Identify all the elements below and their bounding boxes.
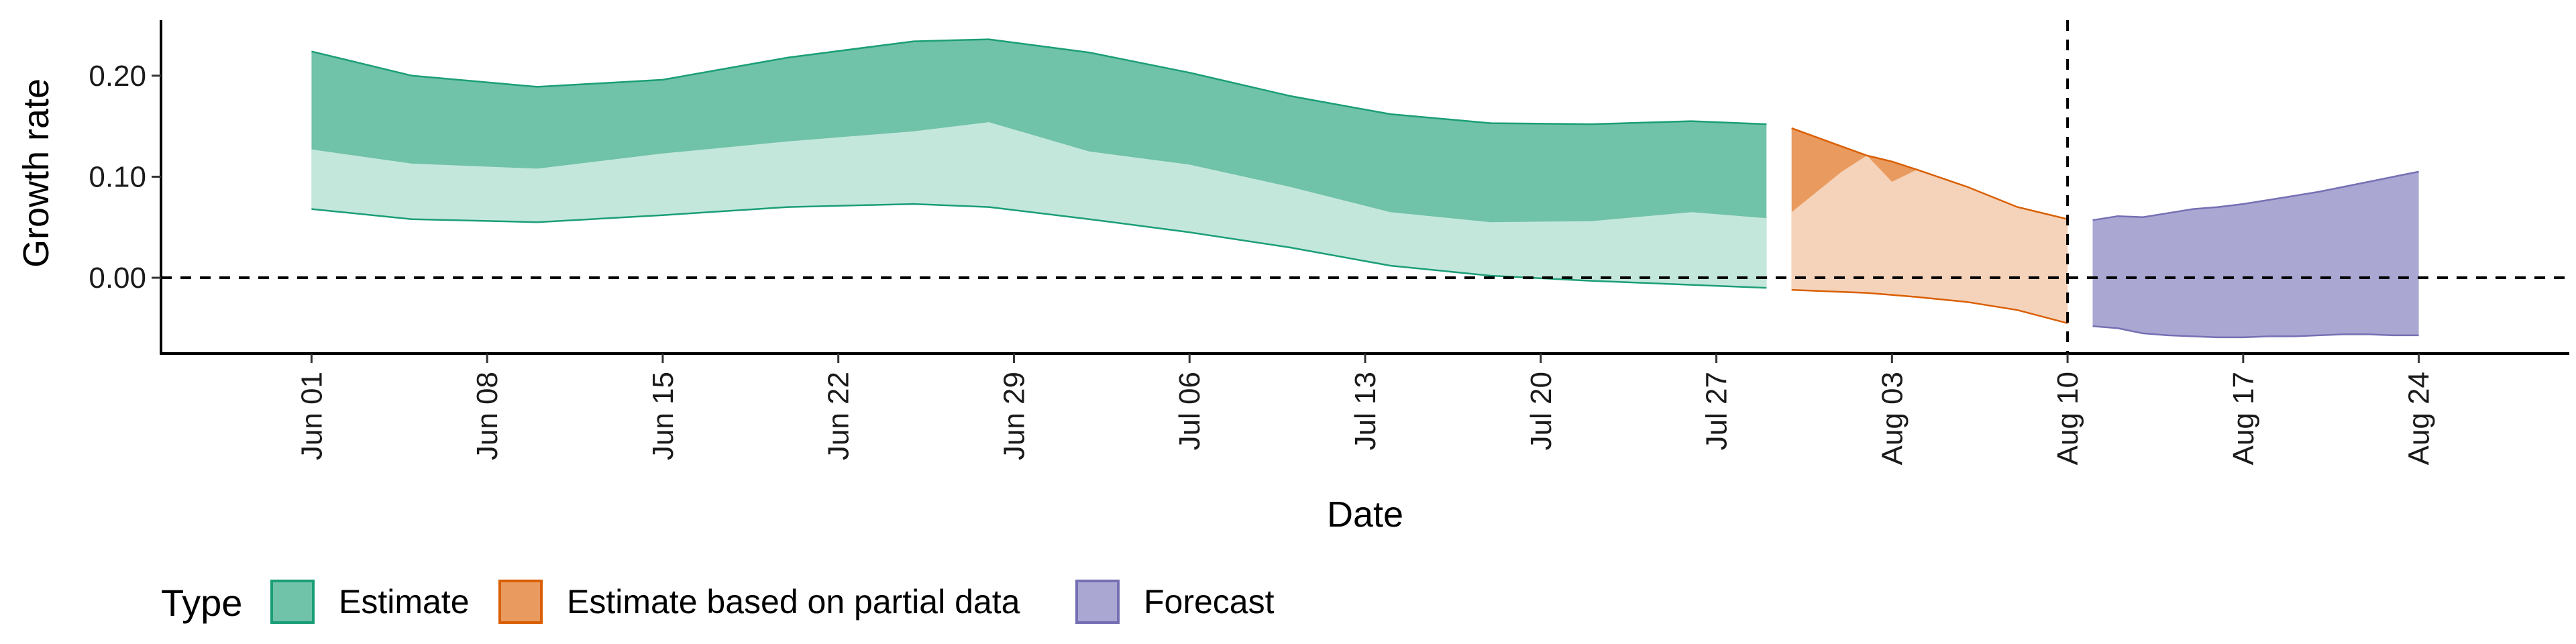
- inner-band-1: [1791, 155, 2068, 323]
- x-tick-label: Aug 03: [1876, 372, 1909, 465]
- x-tick-label: Jul 27: [1701, 372, 1733, 450]
- legend: Type Estimate Estimate based on partial d…: [161, 580, 1275, 624]
- legend-item-0: Estimate: [270, 580, 470, 624]
- x-tick-label: Jun 22: [822, 372, 855, 460]
- legend-label: Estimate based on partial data: [567, 583, 1020, 621]
- series-0: [311, 38, 1767, 289]
- x-axis-ticks: Jun 01 Jun 08 Jun 15 Jun 22 Jun 29 Jul 06 Jul …: [295, 354, 2436, 465]
- series-bands: [311, 38, 2419, 339]
- x-tick-label: Jun 01: [295, 372, 328, 460]
- legend-key: [498, 580, 543, 624]
- lower-edge-0: [311, 203, 1767, 289]
- inner-band-0: [311, 122, 1767, 288]
- legend-title: Type: [161, 582, 242, 624]
- series-2: [2092, 170, 2419, 339]
- x-tick-label: Jun 29: [998, 372, 1031, 460]
- y-axis-title: Growth rate: [16, 78, 56, 268]
- x-axis-title: Date: [1327, 494, 1403, 535]
- x-tick-label: Aug 17: [2227, 372, 2260, 465]
- y-axis-ticks: 0.20 0.10 0.00: [89, 60, 161, 294]
- lower-edge-2: [2092, 325, 2419, 339]
- x-tick-label: Jun 08: [471, 372, 504, 460]
- legend-key: [270, 580, 315, 624]
- x-tick-label: Jun 15: [647, 372, 680, 460]
- x-tick-label: Aug 24: [2403, 372, 2436, 465]
- upper-edge-2: [2092, 170, 2419, 221]
- legend-label: Forecast: [1144, 583, 1275, 621]
- x-tick-label: Aug 10: [2051, 372, 2084, 465]
- legend-item-2: Forecast: [1075, 580, 1275, 624]
- lower-edge-1: [1791, 288, 2068, 325]
- reference-lines: [161, 20, 2569, 354]
- legend-key: [1075, 580, 1120, 624]
- x-tick-label: Jul 13: [1349, 372, 1382, 450]
- legend-label: Estimate: [339, 583, 470, 621]
- upper-edge-0: [311, 38, 1767, 125]
- upper-edge-1: [1791, 127, 2068, 220]
- y-tick-label: 0.20: [89, 60, 146, 93]
- y-tick-label: 0.00: [89, 262, 146, 294]
- outer-band-2: [2092, 171, 2419, 337]
- legend-item-1: Estimate based on partial data: [498, 580, 1020, 624]
- x-tick-label: Jul 20: [1525, 372, 1558, 450]
- y-tick-label: 0.10: [89, 160, 146, 193]
- x-tick-label: Jul 06: [1173, 372, 1206, 450]
- series-1: [1791, 127, 2068, 325]
